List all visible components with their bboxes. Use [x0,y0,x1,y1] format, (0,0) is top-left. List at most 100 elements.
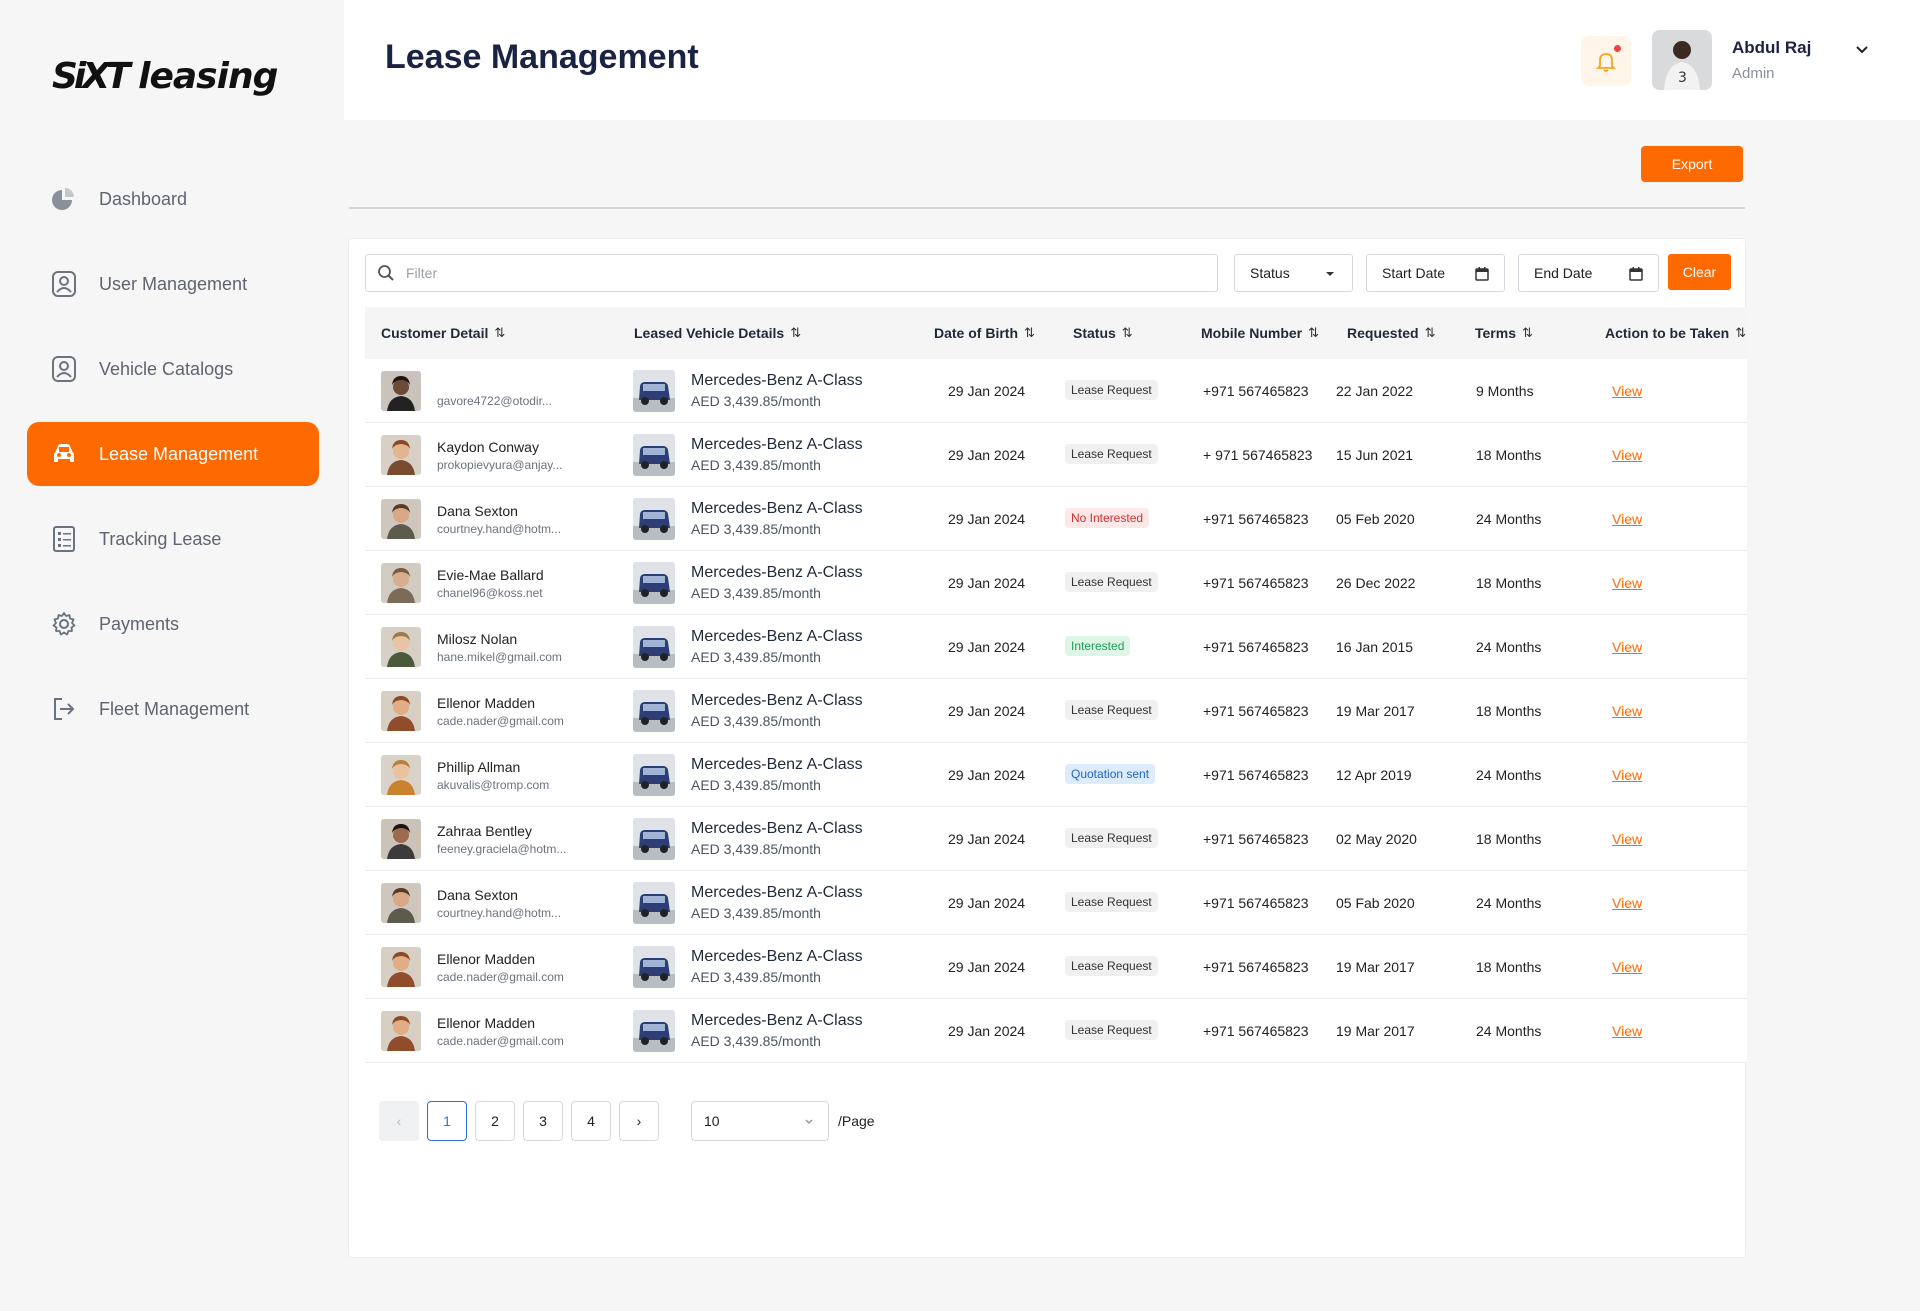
customer-email: gavore4722@otodir... [437,394,552,408]
view-link[interactable]: View [1612,383,1643,399]
requested-date: 15 Jun 2021 [1336,447,1414,463]
top-header: Lease Management 3 Abdul Raj Admin [344,0,1920,120]
prev-page-button[interactable]: ‹ [379,1101,419,1141]
table-row: Kaydon Conway prokopievyura@anjay... Mer… [365,423,1747,487]
vehicle-price: AED 3,439.85/month [691,649,821,665]
sidebar-item-payments[interactable]: Payments [27,592,319,656]
column-mobile[interactable]: Mobile Number ⇅ [1201,325,1320,341]
calendar-icon [1629,267,1643,281]
date-of-birth: 29 Jan 2024 [948,767,1026,783]
view-link[interactable]: View [1612,639,1643,655]
status-select[interactable]: Status [1234,254,1353,292]
status-badge: Lease Request [1065,956,1158,976]
requested-date: 22 Jan 2022 [1336,383,1414,399]
vehicle-name: Mercedes-Benz A-Class [691,884,863,901]
view-link[interactable]: View [1612,703,1643,719]
column-leased-vehicle[interactable]: Leased Vehicle Details ⇅ [634,325,802,341]
vehicle-photo [633,498,675,540]
vehicle-price: AED 3,439.85/month [691,969,821,985]
view-link[interactable]: View [1612,447,1643,463]
vehicle-photo [633,690,675,732]
sort-icon: ⇅ [1121,325,1133,340]
sidebar-item-tracking-lease[interactable]: Tracking Lease [27,507,319,571]
customer-photo [381,627,421,667]
sidebar-item-dashboard[interactable]: Dashboard [27,167,319,231]
date-of-birth: 29 Jan 2024 [948,511,1026,527]
view-link[interactable]: View [1612,767,1643,783]
page-2-button[interactable]: 2 [475,1101,515,1141]
status-badge: Lease Request [1065,572,1158,592]
svg-text:3: 3 [1678,70,1687,86]
column-action[interactable]: Action to be Taken ⇅ [1605,325,1747,341]
mobile-number: +971 567465823 [1203,703,1309,719]
sidebar-item-user-management[interactable]: User Management [27,252,319,316]
date-of-birth: 29 Jan 2024 [948,575,1026,591]
avatar[interactable]: 3 [1652,30,1712,90]
vehicle-name: Mercedes-Benz A-Class [691,436,863,453]
vehicle-name: Mercedes-Benz A-Class [691,1012,863,1029]
vehicle-photo [633,434,675,476]
status-badge: Lease Request [1065,1020,1158,1040]
filter-input[interactable] [365,254,1218,292]
status-badge: Lease Request [1065,380,1158,400]
mobile-number: +971 567465823 [1203,1023,1309,1039]
vehicle-name: Mercedes-Benz A-Class [691,756,863,773]
column-requested[interactable]: Requested ⇅ [1347,325,1436,341]
view-link[interactable]: View [1612,895,1643,911]
customer-photo [381,1011,421,1051]
page-4-button[interactable]: 4 [571,1101,611,1141]
lease-terms: 24 Months [1476,511,1542,527]
notification-button[interactable] [1581,36,1631,86]
column-date-of-birth[interactable]: Date of Birth ⇅ [934,325,1035,341]
chevron-down-icon[interactable] [1852,40,1872,60]
date-of-birth: 29 Jan 2024 [948,447,1026,463]
column-customer-detail[interactable]: Customer Detail ⇅ [381,325,506,341]
clear-button[interactable]: Clear [1668,254,1731,290]
view-link[interactable]: View [1612,511,1643,527]
page-1-button[interactable]: 1 [427,1101,467,1141]
start-date-picker[interactable]: Start Date [1366,254,1505,292]
lease-table-card: Status Start Date End Date Clear Custome… [348,238,1747,1258]
lease-terms: 18 Months [1476,959,1542,975]
per-page-select[interactable]: 10 [691,1101,829,1141]
table-row: Dana Sexton courtney.hand@hotm... Merced… [365,871,1747,935]
status-badge: No Interested [1065,508,1150,528]
sort-icon: ⇅ [1308,325,1320,340]
user-role: Admin [1732,65,1775,82]
sidebar-item-lease-management[interactable]: Lease Management [27,422,319,486]
table-row: Zahraa Bentley feeney.graciela@hotm... M… [365,807,1747,871]
view-link[interactable]: View [1612,575,1643,591]
table-row: Ellenor Madden cade.nader@gmail.com Merc… [365,679,1747,743]
sidebar-item-vehicle-catalogs[interactable]: Vehicle Catalogs [27,337,319,401]
view-link[interactable]: View [1612,831,1643,847]
per-page-label: /Page [838,1113,875,1129]
column-terms[interactable]: Terms ⇅ [1475,325,1533,341]
page-title: Lease Management [385,38,699,76]
customer-name: Dana Sexton [437,887,518,903]
column-status[interactable]: Status ⇅ [1073,325,1133,341]
page-3-button[interactable]: 3 [523,1101,563,1141]
customer-photo [381,371,421,411]
end-date-picker[interactable]: End Date [1518,254,1659,292]
sixt-leasing-logo[interactable]: SiXT leasing [52,56,278,97]
next-page-button[interactable]: › [619,1101,659,1141]
customer-photo [381,819,421,859]
lease-terms: 9 Months [1476,383,1534,399]
export-button[interactable]: Export [1641,146,1743,182]
view-link[interactable]: View [1612,959,1643,975]
table-row: gavore4722@otodir... Mercedes-Benz A-Cla… [365,359,1747,423]
lease-terms: 24 Months [1476,1023,1542,1039]
requested-date: 26 Dec 2022 [1336,575,1416,591]
table-row: Ellenor Madden cade.nader@gmail.com Merc… [365,999,1747,1063]
date-of-birth: 29 Jan 2024 [948,831,1026,847]
customer-email: feeney.graciela@hotm... [437,842,567,856]
user-name: Abdul Raj [1732,38,1812,57]
customer-name: Kaydon Conway [437,439,539,455]
view-link[interactable]: View [1612,1023,1643,1039]
notification-dot [1614,45,1621,52]
vehicle-price: AED 3,439.85/month [691,1033,821,1049]
sidebar-item-fleet-management[interactable]: Fleet Management [27,677,319,741]
requested-date: 05 Feb 2020 [1336,511,1415,527]
table-row: Milosz Nolan hane.mikel@gmail.com Merced… [365,615,1747,679]
divider [349,207,1745,209]
